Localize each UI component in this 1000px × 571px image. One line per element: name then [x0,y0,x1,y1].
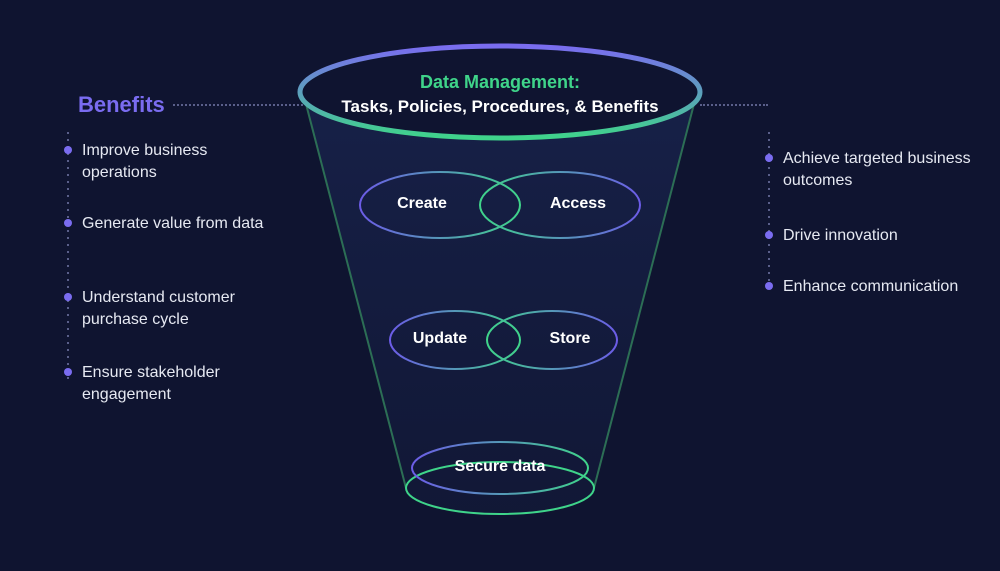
ring-label-access: Access [518,195,638,213]
benefits-heading: Benefits [78,92,165,118]
benefit-right-1: Drive innovation [765,225,898,247]
benefit-left-1: Generate value from data [64,213,263,235]
bullet-icon [64,368,72,376]
title-block: Data Management: Tasks, Policies, Proced… [310,72,690,117]
benefit-text: Improve business operations [82,140,284,183]
bullet-icon [64,219,72,227]
bullet-icon [64,293,72,301]
benefit-right-2: Enhance communication [765,276,958,298]
title-line1: Data Management: [310,72,690,93]
benefit-text: Ensure stakeholder engagement [82,362,284,405]
connector-right [700,104,768,106]
benefit-text: Drive innovation [783,225,898,247]
benefit-text: Understand customer purchase cycle [82,287,284,330]
ring-label-create: Create [362,195,482,213]
benefit-text: Enhance communication [783,276,958,298]
benefit-left-2: Understand customer purchase cycle [64,287,284,330]
ring-label-store: Store [510,330,630,348]
ring-label-secure: Secure data [440,458,560,476]
ring-label-update: Update [380,330,500,348]
bullet-icon [64,146,72,154]
bullet-icon [765,154,773,162]
diagram-canvas: Benefits Data Management: Tasks, Policie… [0,0,1000,571]
benefit-left-3: Ensure stakeholder engagement [64,362,284,405]
benefit-text: Generate value from data [82,213,263,235]
benefit-left-0: Improve business operations [64,140,284,183]
bullet-icon [765,231,773,239]
benefit-right-0: Achieve targeted business outcomes [765,148,985,191]
benefit-text: Achieve targeted business outcomes [783,148,985,191]
title-line2: Tasks, Policies, Procedures, & Benefits [310,97,690,117]
bullet-icon [765,282,773,290]
funnel-body [306,104,694,514]
benefits-heading-text: Benefits [78,92,165,117]
connector-left [173,104,303,106]
